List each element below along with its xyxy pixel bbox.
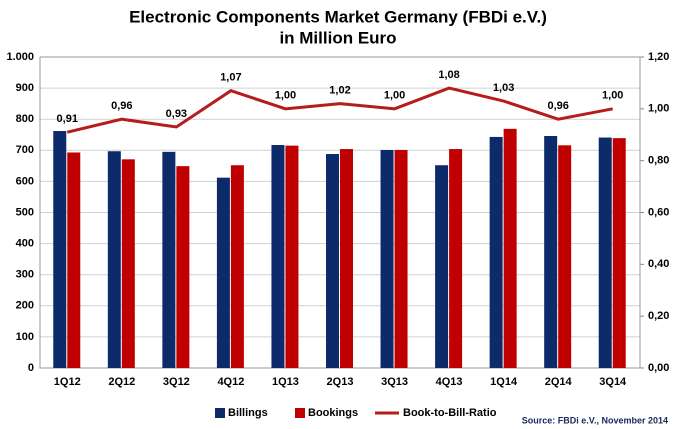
x-tick-label: 3Q14 (599, 376, 627, 388)
bar (121, 159, 135, 368)
data-label: 1,00 (384, 90, 405, 102)
bar (544, 135, 558, 368)
y2-tick-label: 0,00 (648, 362, 669, 374)
bar (380, 149, 394, 368)
y-tick-label: 600 (16, 175, 34, 187)
data-label: 1,08 (438, 69, 459, 81)
chart-title: in Million Euro (279, 28, 396, 47)
ratio-line (66, 86, 614, 134)
x-tick-label: 1Q14 (490, 376, 518, 388)
x-tick-label: 4Q12 (217, 376, 244, 388)
x-tick-label: 3Q12 (163, 376, 190, 388)
y-tick-label: 500 (16, 206, 34, 218)
bar (503, 128, 517, 368)
data-label: 1,03 (493, 82, 514, 94)
bar (53, 131, 67, 368)
bar (598, 137, 612, 368)
y-tick-label: 0 (28, 362, 34, 374)
y2-tick-label: 0,80 (648, 155, 669, 167)
bar (612, 138, 626, 368)
bar (271, 145, 285, 368)
bar (230, 165, 244, 368)
bar (67, 152, 81, 368)
bar (489, 136, 503, 368)
y-tick-label: 400 (16, 238, 34, 250)
legend-label: Book-to-Bill-Ratio (403, 407, 497, 419)
bar (449, 149, 463, 368)
source-note: Source: FBDi e.V., November 2014 (522, 415, 668, 425)
data-label: 1,02 (329, 85, 350, 97)
data-label: 0,96 (111, 100, 132, 112)
y-tick-label: 700 (16, 144, 34, 156)
x-tick-label: 4Q13 (436, 376, 463, 388)
y-tick-label: 100 (16, 331, 34, 343)
y-tick-label: 300 (16, 269, 34, 281)
legend-label: Bookings (308, 407, 358, 419)
bar (216, 177, 230, 368)
y-tick-label: 1.000 (6, 51, 34, 63)
bar (107, 151, 121, 368)
y-tick-label: 900 (16, 82, 34, 94)
data-label: 0,96 (547, 100, 568, 112)
bar (285, 145, 299, 368)
x-tick-label: 2Q13 (327, 376, 354, 388)
bar (326, 154, 339, 368)
bar (394, 149, 408, 368)
x-tick-label: 1Q12 (54, 376, 81, 388)
y-tick-label: 800 (16, 113, 34, 125)
x-tick-label: 1Q13 (272, 376, 299, 388)
x-tick-label: 3Q13 (381, 376, 408, 388)
chart-title: Electronic Components Market Germany (FB… (129, 7, 547, 26)
bar (176, 166, 190, 368)
legend-swatch (295, 408, 305, 418)
data-label: 1,00 (275, 90, 296, 102)
data-label: 0,91 (57, 113, 78, 125)
data-label: 1,07 (220, 72, 241, 84)
y-tick-label: 200 (16, 300, 34, 312)
y2-tick-label: 1,00 (648, 103, 669, 115)
legend-swatch (215, 408, 225, 418)
legend-label: Billings (228, 407, 268, 419)
bar (162, 151, 176, 368)
bar (558, 145, 572, 368)
y2-tick-label: 0,60 (648, 206, 669, 218)
y2-tick-label: 1,20 (648, 51, 669, 63)
bar (340, 149, 353, 368)
bar (435, 165, 449, 368)
data-label: 0,93 (166, 108, 187, 120)
x-tick-label: 2Q14 (545, 376, 573, 388)
x-tick-label: 2Q12 (108, 376, 135, 388)
y2-tick-label: 0,20 (648, 310, 669, 322)
data-label: 1,00 (602, 90, 623, 102)
y2-tick-label: 0,40 (648, 258, 669, 270)
